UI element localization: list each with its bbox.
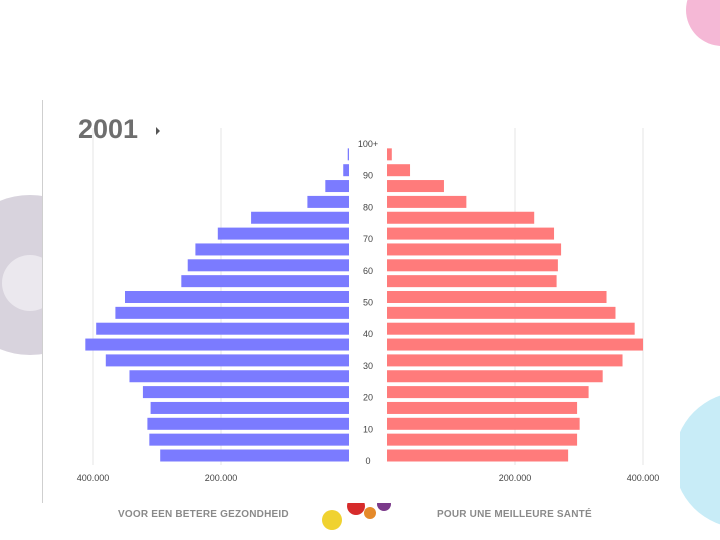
- logo-orange-circle: [364, 507, 376, 519]
- bar-right-age-35: [387, 338, 643, 351]
- bar-left-age-95: [347, 148, 349, 161]
- bars-layer: [85, 148, 643, 462]
- bar-left-age-35: [85, 338, 349, 351]
- age-tick-label: 30: [363, 361, 373, 371]
- age-tick-label: 40: [363, 329, 373, 339]
- age-tick-label: 0: [365, 456, 370, 466]
- bar-left-age-10: [147, 417, 349, 430]
- bar-right-age-85: [387, 180, 444, 193]
- bar-right-age-60: [387, 259, 558, 272]
- age-tick-label: 80: [363, 202, 373, 212]
- bar-left-age-90: [343, 164, 349, 177]
- age-tick-label: 90: [363, 171, 373, 181]
- bar-left-age-30: [105, 354, 349, 367]
- bar-right-age-25: [387, 370, 603, 383]
- bar-right-age-5: [387, 433, 578, 446]
- bar-right-age-20: [387, 386, 589, 399]
- bar-left-age-85: [325, 180, 349, 193]
- bar-right-age-70: [387, 227, 555, 240]
- logo-yellow-circle: [322, 510, 342, 530]
- bar-right-age-0: [387, 449, 569, 462]
- play-marker-icon: [156, 127, 160, 135]
- bar-left-age-0: [160, 449, 349, 462]
- x-tick-label-left: 200.000: [205, 473, 238, 483]
- age-tick-label: 100+: [358, 139, 378, 149]
- bar-left-age-20: [142, 386, 349, 399]
- labels-layer: 0 10 20 30 40 50 60 70 80 90 100+ 400.000 200.000 200…: [77, 139, 660, 483]
- bar-right-age-15: [387, 401, 578, 414]
- bar-left-age-55: [181, 275, 349, 288]
- bar-right-age-55: [387, 275, 557, 288]
- pink-circle-decoration: [686, 0, 720, 46]
- bar-right-age-90: [387, 164, 411, 177]
- bar-left-age-75: [251, 211, 349, 224]
- bar-right-age-40: [387, 322, 635, 335]
- bar-left-age-40: [96, 322, 349, 335]
- bar-left-age-80: [307, 195, 349, 208]
- bar-left-age-45: [115, 306, 350, 319]
- bar-right-age-75: [387, 211, 535, 224]
- chart-title: 2001: [78, 114, 139, 144]
- footer-right-slogan: POUR UNE MEILLEURE SANTÉ: [437, 509, 592, 520]
- bar-right-age-45: [387, 306, 616, 319]
- age-tick-label: 60: [363, 266, 373, 276]
- bar-right-age-95: [387, 148, 392, 161]
- bar-left-age-60: [187, 259, 349, 272]
- bar-left-age-15: [150, 401, 349, 414]
- age-tick-label: 50: [363, 298, 373, 308]
- bar-left-age-25: [129, 370, 349, 383]
- x-tick-label-right: 400.000: [627, 473, 660, 483]
- age-tick-label: 70: [363, 234, 373, 244]
- bar-right-age-10: [387, 417, 580, 430]
- footer-left-slogan: VOOR EEN BETERE GEZONDHEID: [118, 509, 289, 520]
- bar-left-age-5: [149, 433, 349, 446]
- lightblue-circle-decoration: [674, 395, 720, 525]
- bar-left-age-65: [195, 243, 349, 256]
- bar-left-age-70: [217, 227, 349, 240]
- x-tick-label-left: 400.000: [77, 473, 110, 483]
- bar-right-age-65: [387, 243, 562, 256]
- bar-right-age-80: [387, 195, 467, 208]
- x-tick-label-right: 200.000: [499, 473, 532, 483]
- bar-right-age-50: [387, 291, 607, 303]
- bar-right-age-30: [387, 354, 623, 367]
- age-tick-label: 10: [363, 424, 373, 434]
- age-tick-label: 20: [363, 393, 373, 403]
- bar-left-age-50: [125, 291, 349, 303]
